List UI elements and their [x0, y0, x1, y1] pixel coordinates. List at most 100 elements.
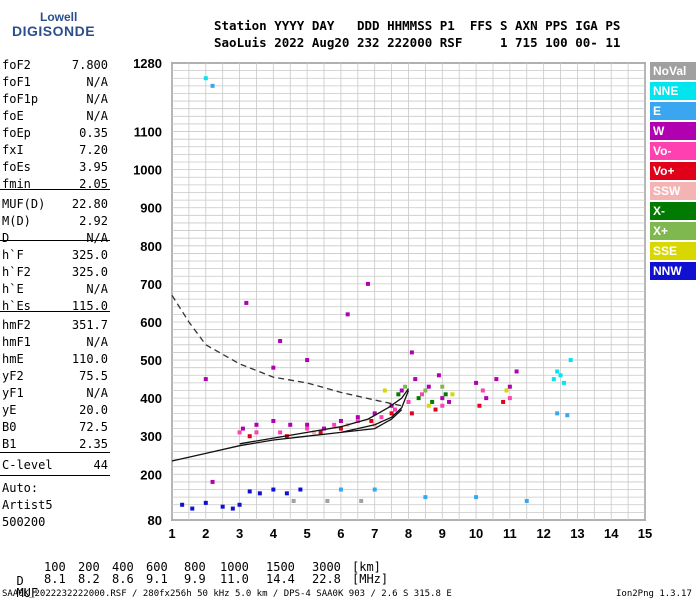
data-point-vo-: [409, 411, 414, 416]
param-label: foF2: [2, 58, 31, 72]
param-label: h`F: [2, 248, 24, 262]
header-line-1: Station YYYY DAY DDD HHMMSS P1 FFS S AXN…: [214, 18, 621, 33]
x-tick-label: 13: [570, 526, 584, 541]
data-point-w: [305, 358, 310, 363]
param-row: foE N/A: [2, 109, 108, 125]
y-tick-label: 800: [140, 239, 162, 254]
data-point-x-: [443, 392, 448, 397]
param-row: foF2 7.800: [2, 58, 108, 74]
data-point-vo-: [477, 403, 482, 408]
param-row: foEp 0.35: [2, 126, 108, 142]
y-tick-label: 1280: [133, 56, 162, 71]
param-value: 115.0: [71, 299, 108, 313]
data-point-x-: [440, 384, 445, 389]
data-point-w: [484, 396, 489, 401]
muf-value: 8.2: [78, 572, 100, 586]
param-value: 7.20: [79, 143, 108, 157]
data-point-vo-: [332, 422, 337, 427]
data-point-w: [409, 350, 414, 355]
data-point-w: [254, 422, 259, 427]
data-point-vo-: [247, 434, 252, 439]
param-label: B1: [2, 437, 17, 451]
muf-value: 11.0: [220, 572, 249, 586]
x-tick-label: 1: [168, 526, 175, 541]
panel-divider: [0, 452, 110, 453]
data-point-nnw: [284, 491, 289, 496]
data-point-w: [514, 369, 519, 374]
param-label: h`E: [2, 282, 24, 296]
data-point-w: [338, 418, 343, 423]
data-point-nnw: [271, 487, 276, 492]
legend-item-e: E: [650, 102, 696, 120]
data-point-e: [423, 495, 428, 500]
param-label: foE: [2, 109, 24, 123]
x-tick-label: 14: [604, 526, 619, 541]
legend-item-w: W: [650, 122, 696, 140]
x-tick-label: 3: [236, 526, 243, 541]
param-label: h`Es: [2, 299, 31, 313]
data-point-sse: [382, 388, 387, 393]
data-point-w: [210, 479, 215, 484]
distance-value: 200: [78, 560, 100, 574]
y-tick-label: 200: [140, 467, 162, 482]
data-point-w: [288, 422, 293, 427]
muf-value-row: MUF: [2, 572, 38, 600]
data-point-nnw: [257, 491, 262, 496]
param-value: N/A: [86, 109, 108, 123]
data-point-vo-: [440, 403, 445, 408]
data-point-vo-: [406, 399, 411, 404]
param-label: h`F2: [2, 265, 31, 279]
param-row: hmF2 351.7: [2, 318, 108, 334]
param-row: h`F 325.0: [2, 248, 108, 264]
data-point-sse: [450, 392, 455, 397]
param-row: C-level 44: [2, 458, 108, 474]
legend-item-x: X-: [650, 202, 696, 220]
data-point-vo-: [355, 418, 360, 423]
param-label: hmE: [2, 352, 24, 366]
param-value: 20.0: [79, 403, 108, 417]
x-tick-label: 9: [439, 526, 446, 541]
param-value: 7.800: [71, 58, 108, 72]
data-point-nnw: [220, 504, 225, 509]
footer-version: Ion2Png 1.3.17: [616, 589, 692, 599]
x-tick-label: 15: [638, 526, 652, 541]
ionogram-chart: 1 2 3 4 5 6 7 8 9 10 11 12 13 14 158020030040050060070…: [133, 56, 652, 541]
data-point-w: [240, 426, 245, 431]
data-point-nne: [568, 358, 573, 363]
y-tick-label: 900: [140, 201, 162, 216]
param-value: N/A: [86, 92, 108, 106]
muf-value: 9.1: [146, 572, 168, 586]
data-point-vo-: [420, 392, 425, 397]
data-point-vo-: [507, 396, 512, 401]
muf-unit: [MHz]: [352, 572, 389, 586]
data-point-nne: [203, 76, 208, 81]
legend-item-vo: Vo-: [650, 142, 696, 160]
data-point-e: [338, 487, 343, 492]
data-point-nnw: [247, 489, 252, 494]
param-label: foEp: [2, 126, 31, 140]
data-point-w: [426, 384, 431, 389]
param-row: B1 2.35: [2, 437, 108, 453]
param-label: hmF2: [2, 318, 31, 332]
param-value: N/A: [86, 335, 108, 349]
legend-item-vo: Vo+: [650, 162, 696, 180]
param-label: fxI: [2, 143, 24, 157]
data-point-w: [203, 377, 208, 382]
param-value: 110.0: [71, 352, 108, 366]
distance-value: 600: [146, 560, 168, 574]
param-value: 0.35: [79, 126, 108, 140]
param-value: N/A: [86, 386, 108, 400]
data-point-sse: [426, 403, 431, 408]
data-point-vo-: [318, 430, 323, 435]
x-tick-label: 8: [405, 526, 412, 541]
param-row: M(D) 2.92: [2, 214, 108, 230]
y-tick-label: 600: [140, 315, 162, 330]
param-row: fmin 2.05: [2, 177, 108, 193]
y-tick-label: 700: [140, 277, 162, 292]
y-tick-label: 80: [148, 513, 162, 528]
data-point-x-: [430, 399, 435, 404]
param-label: foF1p: [2, 92, 39, 106]
data-point-w: [365, 281, 370, 286]
param-row: h`Es 115.0: [2, 299, 108, 315]
muf-value: 14.4: [266, 572, 295, 586]
